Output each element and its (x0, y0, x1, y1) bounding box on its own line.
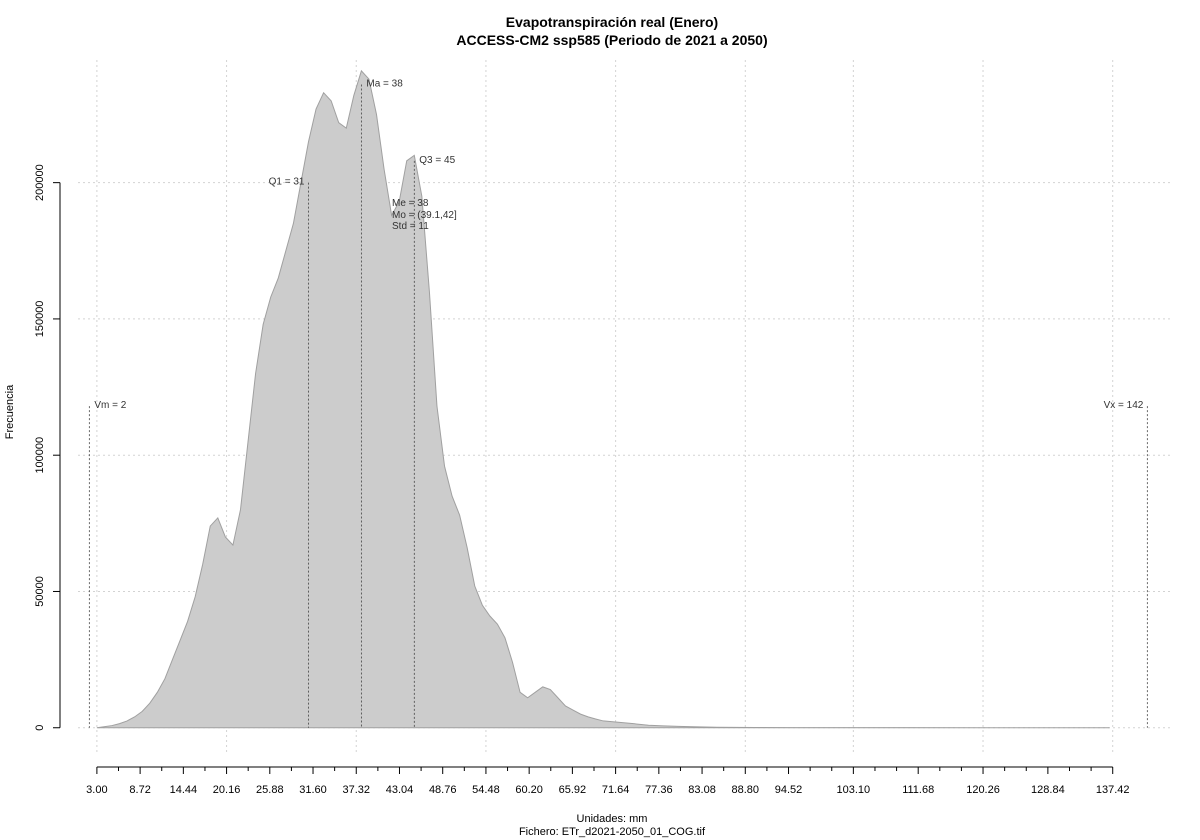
chart-subtitle: ACCESS-CM2 ssp585 (Periodo de 2021 a 205… (456, 32, 767, 48)
x-tick-label: 20.16 (213, 784, 241, 796)
x-tick-label: 48.76 (429, 784, 457, 796)
x-tick-label: 3.00 (86, 784, 107, 796)
x-tick-label: 111.68 (902, 784, 934, 796)
file-caption: Fichero: ETr_d2021-2050_01_COG.tif (519, 826, 706, 838)
x-tick-label: 71.64 (602, 784, 630, 796)
markers: Vm = 2 Q1 = 31 Ma = 38 Q3 = 45 Vx = 142 (88, 79, 1148, 728)
x-tick-label: 103.10 (837, 784, 871, 796)
density-area (96, 69, 1110, 729)
y-tick-label: 50000 (34, 576, 46, 607)
y-tick-label: 0 (34, 725, 46, 731)
y-tick-label: 150000 (34, 301, 46, 338)
x-tick-label: 77.36 (645, 784, 673, 796)
y-axis-title: Frecuencia (4, 384, 16, 439)
y-tick-label: 200000 (34, 164, 46, 201)
x-tick-label: 83.08 (688, 784, 716, 796)
chart-title: Evapotranspiración real (Enero) (506, 14, 718, 30)
x-tick-label: 60.20 (515, 784, 543, 796)
stat-median: Me = 38 (392, 198, 429, 209)
x-tick-label: 14.44 (170, 784, 198, 796)
x-tick-label: 31.60 (299, 784, 327, 796)
x-tick-label: 137.42 (1096, 784, 1130, 796)
x-tick-label: 25.88 (256, 784, 284, 796)
x-tick-label: 88.80 (732, 784, 760, 796)
x-tick-label: 43.04 (386, 784, 414, 796)
stat-std: Std = 11 (392, 221, 429, 232)
x-tick-label: 54.48 (472, 784, 500, 796)
x-tick-label: 37.32 (342, 784, 370, 796)
marker-label: Vm = 2 (94, 400, 126, 411)
x-tick-label: 128.84 (1031, 784, 1065, 796)
stat-mode: Mo = (39.1,42] (392, 210, 457, 221)
x-axis: 3.00 8.72 14.44 20.16 25.88 31.60 37.32 43.04 48… (86, 766, 1130, 796)
x-tick-label: 120.26 (966, 784, 1000, 796)
stats-block: Me = 38 Mo = (39.1,42] Std = 11 (392, 198, 457, 232)
marker-label: Vx = 142 (1104, 400, 1144, 411)
x-tick-label: 8.72 (129, 784, 150, 796)
marker-label: Q3 = 45 (419, 155, 455, 166)
marker-label: Ma = 38 (366, 79, 403, 90)
marker-label: Q1 = 31 (269, 177, 305, 188)
x-tick-label: 65.92 (559, 784, 587, 796)
y-tick-label: 100000 (34, 437, 46, 474)
y-axis: 0 50000 100000 150000 200000 (34, 164, 61, 731)
x-tick-label: 94.52 (775, 784, 803, 796)
x-axis-title: Unidades: mm (577, 813, 648, 825)
